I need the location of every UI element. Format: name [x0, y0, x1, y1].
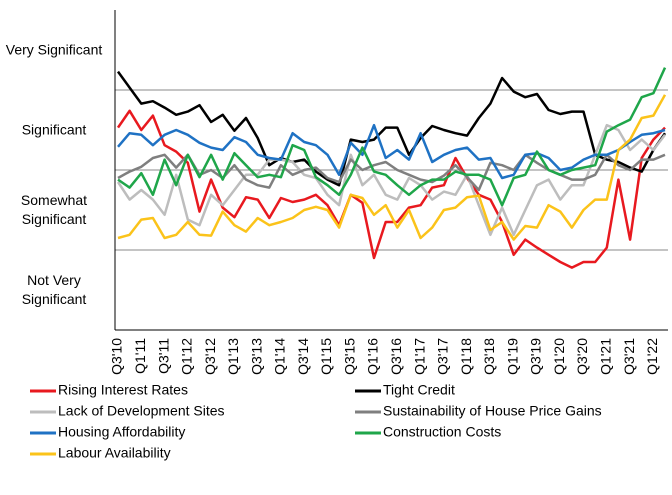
x-tick-label: Q1'16 [365, 338, 381, 375]
x-tick-label: Q3'10 [109, 338, 125, 375]
x-tick-label: Q3'21 [621, 338, 637, 375]
x-tick-label: Q3'13 [248, 338, 264, 375]
x-tick-label: Q1'15 [318, 338, 334, 375]
x-tick-label: Q1'22 [644, 338, 660, 375]
series-line [116, 123, 666, 237]
series-line [117, 123, 666, 180]
y-tick-label: Somewhat Significant [20, 192, 88, 227]
legend-label: Construction Costs [383, 424, 501, 440]
series-line [117, 67, 667, 207]
legend-label: Housing Affordability [58, 424, 185, 440]
x-tick-label: Q1'13 [225, 338, 241, 375]
x-tick-label: Q1'18 [458, 338, 474, 375]
x-tick-label: Q3'16 [388, 338, 404, 375]
series-line [117, 153, 666, 192]
x-tick-label: Q1'12 [179, 338, 195, 375]
x-tick-label: Q3'15 [341, 338, 357, 375]
legend-label: Lack of Development Sites [58, 403, 225, 419]
legend-label: Sustainability of House Price Gains [383, 403, 602, 419]
x-tick-label: Q1'21 [598, 338, 614, 375]
y-tick-label: Very Significant [5, 41, 103, 58]
series-line [116, 70, 667, 187]
legend-label: Labour Availability [58, 445, 171, 461]
x-tick-label: Q1'19 [504, 338, 520, 375]
x-tick-label: Q3'11 [155, 338, 171, 374]
x-tick-label: Q3'17 [435, 338, 451, 375]
x-tick-label: Q1'11 [132, 338, 148, 374]
x-tick-label: Q3'19 [528, 338, 544, 375]
x-tick-label: Q3'14 [295, 338, 311, 375]
x-tick-label: Q1'17 [411, 338, 427, 375]
x-tick-label: Q1'14 [272, 338, 288, 375]
series-line [116, 109, 666, 269]
x-tick-label: Q3'12 [202, 338, 218, 375]
x-tick-label: Q3'20 [574, 338, 590, 375]
y-tick-label: Significant [21, 121, 87, 138]
series-line [117, 94, 667, 241]
x-tick-label: Q3'18 [481, 338, 497, 375]
x-tick-label: Q1'20 [551, 338, 567, 375]
legend-label: Tight Credit [383, 382, 455, 398]
y-tick-label: Not Very Significant [21, 272, 87, 307]
legend-label: Rising Interest Rates [58, 382, 188, 398]
